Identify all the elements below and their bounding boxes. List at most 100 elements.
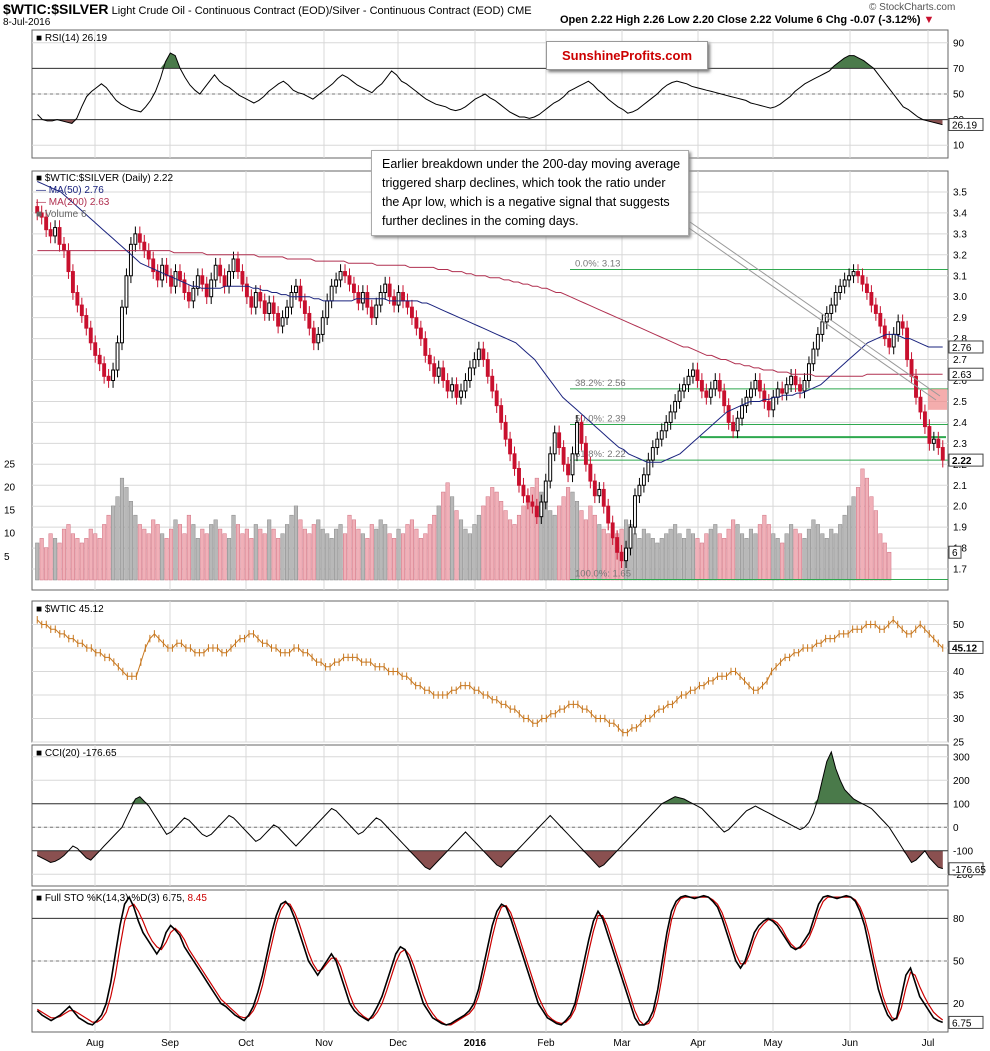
candle-body (619, 551, 624, 562)
rsi-tick-label: 90 (953, 38, 965, 49)
volume-bar (436, 505, 441, 581)
volume-bar (851, 496, 856, 581)
candle-body (88, 327, 93, 344)
candle-body (289, 292, 294, 308)
candle-body (182, 279, 187, 294)
candle-body (409, 306, 414, 319)
volume-bar (557, 505, 562, 581)
volume-bar (249, 538, 254, 581)
candle-body (347, 275, 352, 285)
ohlc-readout: Open 2.22 High 2.26 Low 2.20 Close 2.22 … (560, 14, 934, 26)
candle-body (668, 411, 673, 423)
volume-bar (356, 528, 361, 581)
price-last-value: 2.22 (952, 456, 972, 467)
volume-bar (873, 510, 878, 581)
volume-bar (186, 514, 191, 581)
rsi-tick-label: 10 (953, 141, 965, 152)
volume-bar (227, 538, 232, 581)
volume-bar (735, 524, 740, 581)
sto-last-value: 6.75 (952, 1018, 972, 1029)
candle-body (900, 321, 905, 329)
volume-bar (490, 487, 495, 581)
candle-body (918, 396, 923, 413)
volume-bar (160, 533, 165, 581)
candle-body (878, 312, 883, 327)
volume-bar (869, 496, 874, 581)
sto-d-line (36, 896, 944, 1026)
candle-body (740, 405, 744, 419)
candle-body (749, 388, 753, 398)
volume-bar (44, 547, 49, 581)
candle-body (227, 271, 231, 287)
candle-body (610, 522, 615, 539)
candle-body (463, 380, 468, 392)
volume-bar (427, 524, 432, 581)
volume-bar (267, 519, 272, 581)
attribution: © StockCharts.com (869, 2, 956, 13)
volume-bar (713, 524, 718, 581)
price-tick-label: 3.4 (953, 208, 967, 219)
volume-bar (133, 514, 138, 581)
price-last-value: 2.63 (952, 370, 972, 381)
volume-bar (824, 538, 829, 581)
candle-body (508, 438, 513, 455)
sto-k-line (36, 894, 943, 1026)
candle-body (699, 380, 704, 392)
candle-body (548, 453, 553, 482)
candle-body (615, 537, 620, 553)
volume-bar (48, 533, 53, 581)
volume-bar (815, 524, 820, 581)
volume-bar (463, 528, 468, 581)
price-tick-label: 1.9 (953, 523, 967, 534)
candle-body (249, 296, 254, 308)
candle-body (557, 432, 562, 449)
volume-bar (124, 487, 129, 581)
volume-bar (690, 533, 696, 581)
candle-body (806, 363, 811, 381)
candle-body (842, 279, 847, 287)
volume-bar (316, 519, 321, 581)
wtic-series-line (36, 619, 944, 734)
volume-bar (240, 533, 245, 581)
volume-bar (244, 528, 249, 581)
volume-bar (521, 505, 526, 581)
volume-bar (369, 524, 374, 581)
fib-level-label: 0.0%: 3.13 (575, 258, 620, 269)
cci-last-value: -176.65 (952, 865, 986, 876)
candle-body (655, 438, 660, 449)
candle-body (258, 292, 263, 302)
candle-body (307, 312, 312, 329)
volume-bar (552, 514, 557, 581)
rsi-last-value-box (948, 117, 984, 131)
candle-body (39, 212, 44, 218)
cci-tick-label: 300 (953, 752, 970, 763)
volume-tick-label: 15 (4, 506, 16, 517)
candle-body (302, 300, 307, 314)
candle-body (708, 388, 713, 398)
price-tick-label: 2.1 (953, 481, 967, 492)
candle-body (405, 300, 410, 308)
volume-bar (441, 491, 446, 581)
candle-body (521, 484, 526, 497)
candle-body (441, 367, 446, 381)
volume-bar (218, 528, 223, 581)
candle-body (864, 283, 869, 294)
candle-body (726, 405, 731, 423)
volume-bar (570, 491, 575, 581)
candle-body (543, 480, 548, 503)
candle-body (927, 426, 932, 444)
volume-bar (423, 533, 428, 581)
volume-bar (128, 501, 133, 581)
volume-bar (740, 533, 745, 581)
price-last-value-box (948, 453, 984, 467)
candle-body (592, 480, 597, 497)
volume-bar (561, 496, 566, 581)
candle-body (200, 275, 205, 285)
volume-bar (748, 528, 753, 581)
brand-watermark: SunshineProfits.com (546, 41, 708, 70)
candle-body (896, 321, 901, 335)
volume-bar (806, 528, 811, 581)
sto-tick-label: 80 (953, 914, 965, 925)
callout-pointer-line (685, 225, 937, 401)
candle-body (66, 250, 71, 273)
